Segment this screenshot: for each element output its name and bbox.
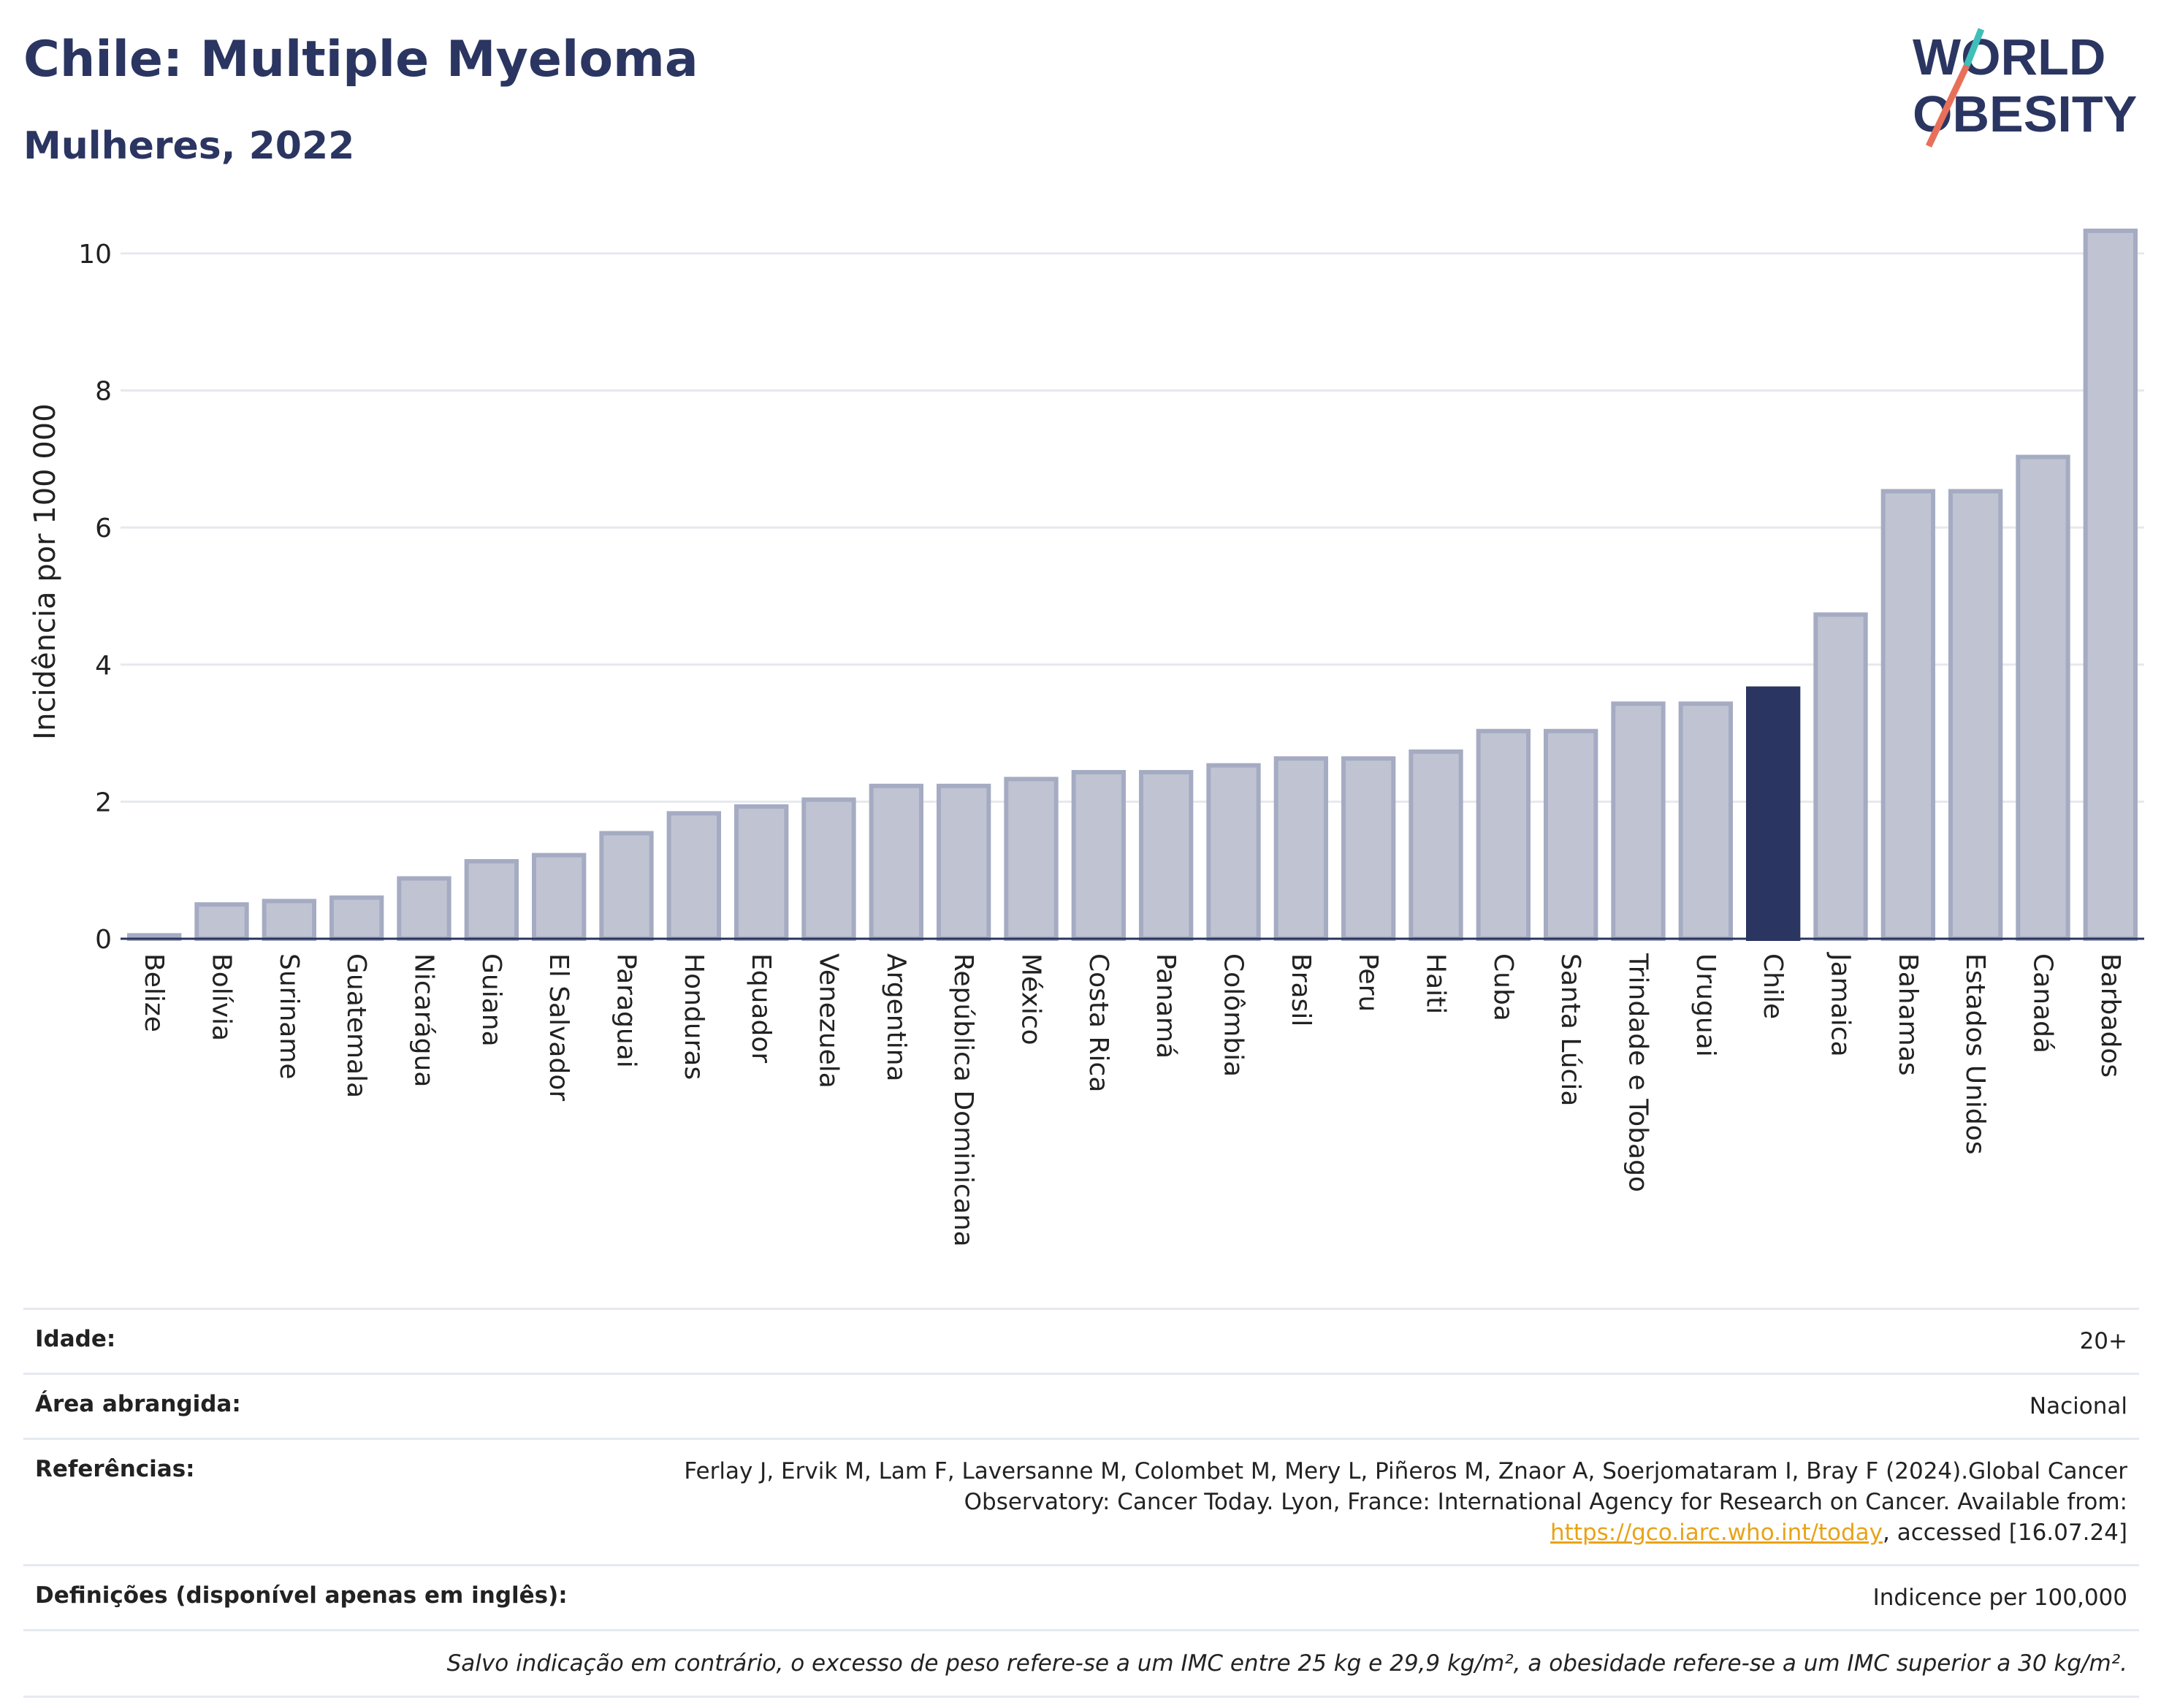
x-tick-label: Brasil [1286, 953, 1316, 1026]
area-label: Área abrangida: [35, 1391, 241, 1417]
x-tick-label: Guiana [476, 953, 506, 1047]
bar [599, 831, 654, 941]
bar [2083, 228, 2138, 941]
references-value: Ferlay J, Ervik M, Lam F, Laversanne M, … [666, 1456, 2127, 1548]
x-tick-label: Santa Lúcia [1555, 953, 1585, 1106]
bar [1746, 686, 1801, 941]
y-tick-label: 6 [95, 514, 112, 544]
logo-slash-teal [1963, 28, 1985, 67]
x-tick-label: Bahamas [1893, 953, 1923, 1076]
references-link[interactable]: https://gco.iarc.who.int/today [1550, 1520, 1883, 1546]
bar [1678, 701, 1733, 941]
x-tick-label: Nicarágua [409, 953, 439, 1087]
x-tick-label: Paraguai [611, 953, 641, 1068]
x-tick-label: Venezuela [814, 953, 844, 1089]
bar [937, 783, 991, 942]
bar [464, 858, 519, 941]
x-tick-label: Jamaica [1826, 952, 1856, 1057]
bar [801, 797, 856, 941]
references-tail: , accessed [16.07.24] [1882, 1520, 2127, 1546]
bar [1341, 756, 1396, 942]
page-subtitle: Mulheres, 2022 [23, 124, 355, 168]
bar [1544, 728, 1598, 941]
page-title: Chile: Multiple Myeloma [23, 31, 698, 88]
x-tick-label: Uruguai [1691, 953, 1720, 1057]
logo-line1: WORLD [1913, 28, 2105, 85]
footnote: Salvo indicação em contrário, o excesso … [23, 1629, 2139, 1698]
info-row-definitions: Definições (disponível apenas em inglês)… [23, 1564, 2139, 1629]
bar [869, 783, 923, 942]
x-tick-label: Colômbia [1219, 953, 1249, 1077]
logo-slash-coral [1925, 64, 1970, 148]
bar [1948, 489, 2003, 941]
bar [1813, 612, 1868, 941]
x-tick-label: Cuba [1488, 953, 1518, 1021]
info-row-age: Idade: 20+ [23, 1308, 2139, 1373]
x-tick-label: Trindade e Tobago [1623, 953, 1653, 1192]
bar [1611, 701, 1666, 941]
x-tick-label: Equador [746, 953, 776, 1063]
x-tick-label: El Salvador [544, 953, 573, 1101]
bar [1206, 763, 1261, 941]
y-axis-label: Incidência por 100 000 [28, 403, 62, 739]
x-tick-label: Peru [1353, 953, 1383, 1012]
x-tick-label: Canadá [2028, 953, 2058, 1053]
bar [194, 902, 249, 941]
bar [1139, 770, 1194, 941]
y-tick-label: 10 [78, 240, 112, 270]
area-value: Nacional [2029, 1393, 2127, 1419]
world-obesity-logo: WORLD OBESITY [1899, 22, 2141, 153]
bar [1409, 749, 1463, 942]
info-row-area: Área abrangida: Nacional [23, 1373, 2139, 1438]
bar [734, 804, 789, 942]
x-tick-label: Argentina [881, 953, 911, 1082]
y-tick-label: 4 [95, 651, 112, 681]
bar [1071, 770, 1126, 941]
references-text: Ferlay J, Ervik M, Lam F, Laversanne M, … [684, 1458, 2127, 1515]
x-tick-label: Suriname [274, 953, 304, 1080]
y-tick-label: 2 [95, 788, 112, 817]
bar [1004, 777, 1059, 942]
logo-graphic: WORLD OBESITY [1913, 28, 2137, 148]
bar [2016, 454, 2070, 941]
y-tick-label: 0 [95, 925, 112, 955]
x-tick-label: Guatemala [341, 953, 371, 1098]
references-label: Referências: [35, 1456, 195, 1482]
x-tick-label: Estados Unidos [1960, 953, 1990, 1155]
info-table: Idade: 20+ Área abrangida: Nacional Refe… [23, 1308, 2139, 1698]
x-tick-label: Belize [139, 953, 169, 1032]
x-tick-label: República Dominicana [948, 953, 978, 1247]
bar [1880, 489, 1935, 941]
x-tick-label: Costa Rica [1083, 953, 1113, 1092]
bar [397, 876, 451, 942]
bar [262, 899, 316, 942]
x-tick-label: México [1016, 953, 1046, 1045]
bar [666, 811, 721, 942]
age-label: Idade: [35, 1326, 116, 1352]
age-value: 20+ [2079, 1328, 2127, 1354]
x-tick-label: Barbados [2095, 953, 2125, 1078]
bar [1273, 756, 1328, 942]
bar [329, 895, 384, 941]
x-tick-label: Bolívia [207, 953, 237, 1041]
x-tick-label: Honduras [679, 953, 709, 1080]
info-row-references: Referências: Ferlay J, Ervik M, Lam F, L… [23, 1438, 2139, 1564]
y-tick-label: 8 [95, 377, 112, 407]
bar-chart: 0 2 4 6 8 10 Incidência por 100 000 Belize Bolív… [28, 228, 2144, 1247]
definitions-value: Indicence per 100,000 [1872, 1585, 2127, 1611]
x-tick-label: Haiti [1421, 953, 1451, 1014]
bar [1476, 728, 1531, 941]
x-tick-label: Panamá [1151, 953, 1181, 1059]
bar [532, 853, 587, 941]
x-tick-label: Chile [1758, 953, 1788, 1019]
definitions-label: Definições (disponível apenas em inglês)… [35, 1582, 568, 1609]
